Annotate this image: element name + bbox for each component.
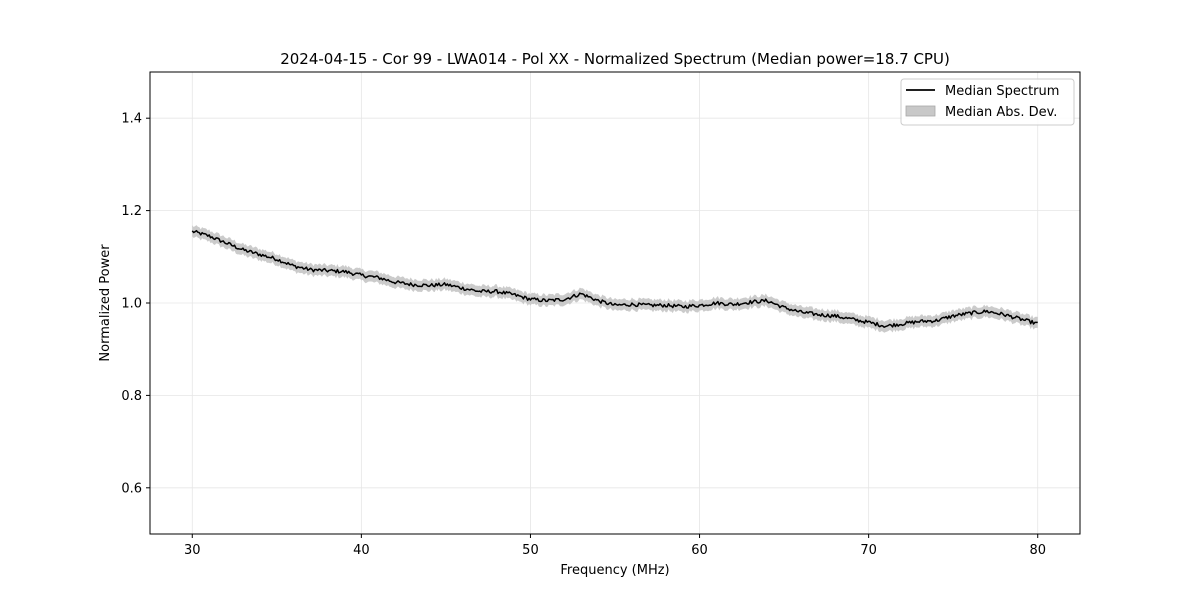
median-spectrum-point: [936, 320, 937, 321]
plot-frame: [149, 71, 1081, 535]
median-spectrum-point: [919, 321, 920, 322]
median-spectrum-point: [868, 322, 869, 323]
median-spectrum-point: [547, 300, 548, 301]
median-spectrum-point: [276, 259, 277, 260]
median-spectrum-point: [209, 235, 210, 236]
median-spectrum-point: [648, 305, 649, 306]
y-tick-label: 0.8: [121, 389, 142, 404]
median-spectrum-point: [395, 282, 396, 283]
median-spectrum-point: [411, 284, 412, 285]
median-spectrum-point: [614, 305, 615, 306]
median-spectrum-point: [682, 306, 683, 307]
median-spectrum-point: [969, 313, 970, 314]
median-spectrum-point: [750, 301, 751, 302]
median-spectrum-point: [885, 326, 886, 327]
median-spectrum-point: [445, 284, 446, 285]
median-spectrum-point: [953, 315, 954, 316]
x-tick-label: 80: [1029, 543, 1046, 558]
median-spectrum-point: [1020, 319, 1021, 320]
legend-label-median-spectrum: Median Spectrum: [945, 84, 1059, 99]
x-axis-label: Frequency (MHz): [560, 563, 669, 578]
x-tick-label: 50: [522, 543, 539, 558]
median-spectrum-point: [716, 302, 717, 303]
x-tick-label: 60: [691, 543, 708, 558]
median-spectrum-point: [496, 291, 497, 292]
median-spectrum-point: [361, 275, 362, 276]
y-tick-label: 1.0: [121, 297, 142, 312]
y-axis-label: Normalized Power: [98, 244, 113, 362]
median-spectrum-point: [513, 294, 514, 295]
median-spectrum-point: [428, 285, 429, 286]
median-spectrum-point: [462, 288, 463, 289]
median-spectrum-point: [479, 291, 480, 292]
median-spectrum-point: [564, 299, 565, 300]
median-spectrum-point: [293, 265, 294, 266]
median-spectrum-point: [817, 314, 818, 315]
y-tick-label: 1.2: [121, 204, 142, 219]
median-spectrum-point: [597, 300, 598, 301]
median-spectrum-point: [259, 254, 260, 255]
y-tick-label: 0.6: [121, 481, 142, 496]
legend-box: [900, 78, 1075, 126]
x-tick-label: 40: [353, 543, 370, 558]
median-spectrum-point: [310, 269, 311, 270]
median-spectrum-point: [1003, 314, 1004, 315]
x-tick-label: 30: [184, 543, 201, 558]
median-abs-dev-band: [192, 225, 1038, 333]
median-spectrum-point: [225, 242, 226, 243]
median-spectrum-point: [1037, 323, 1038, 324]
median-spectrum-point: [344, 271, 345, 272]
median-spectrum-point: [327, 270, 328, 271]
median-spectrum-point: [581, 293, 582, 294]
median-spectrum-point: [851, 319, 852, 320]
median-spectrum-point: [902, 323, 903, 324]
line-layer: [191, 229, 1038, 328]
median-spectrum-point: [986, 311, 987, 312]
median-spectrum-point: [834, 315, 835, 316]
legend-band-swatch: [905, 105, 936, 117]
y-tick-label: 1.4: [121, 112, 142, 127]
legend-label-median-abs-dev: Median Abs. Dev.: [945, 105, 1057, 120]
median-spectrum-point: [699, 305, 700, 306]
median-spectrum-point: [192, 231, 193, 232]
median-spectrum-point: [783, 307, 784, 308]
median-spectrum-point: [733, 304, 734, 305]
tick-layer: 30 40 50 60 70 80 0.6 0.8 1.0 1.2 1.4: [121, 112, 1046, 558]
median-spectrum-point: [378, 277, 379, 278]
median-spectrum-point: [631, 304, 632, 305]
median-spectrum-point: [767, 300, 768, 301]
legend: Median Spectrum Median Abs. Dev.: [900, 78, 1075, 126]
median-spectrum-point: [530, 299, 531, 300]
median-spectrum-point: [665, 305, 666, 306]
median-spectrum-point: [242, 249, 243, 250]
median-spectrum-line: [191, 229, 1038, 328]
median-spectrum-point: [800, 312, 801, 313]
x-tick-label: 70: [860, 543, 877, 558]
chart-title: 2024-04-15 - Cor 99 - LWA014 - Pol XX - …: [280, 50, 950, 68]
band-layer: [192, 225, 1038, 333]
